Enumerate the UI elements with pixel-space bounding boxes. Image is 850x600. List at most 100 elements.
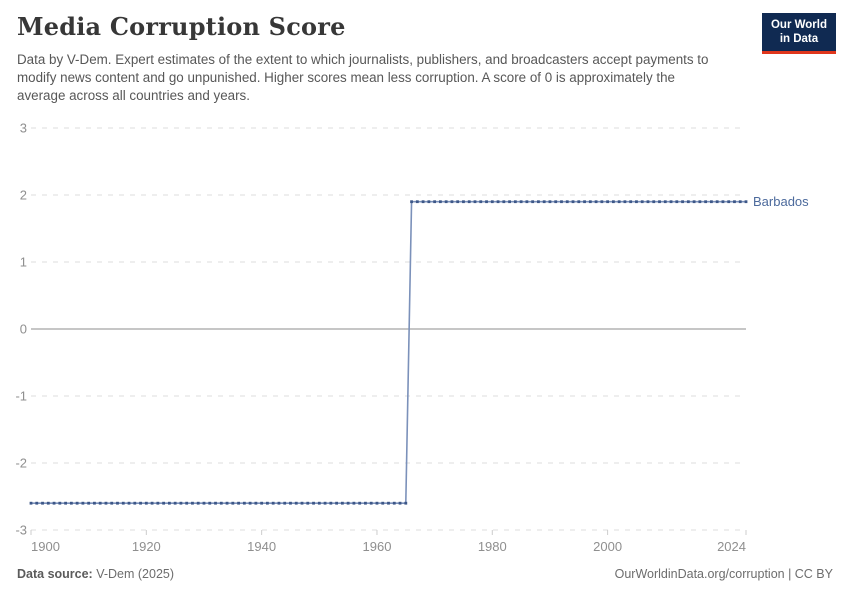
data-point-marker[interactable] (600, 200, 604, 204)
data-point-marker[interactable] (300, 501, 304, 505)
data-point-marker[interactable] (485, 200, 488, 204)
data-point-marker[interactable] (156, 501, 160, 505)
data-point-marker[interactable] (438, 200, 442, 204)
data-point-marker[interactable] (611, 200, 615, 204)
data-point-marker[interactable] (260, 501, 264, 505)
data-point-marker[interactable] (329, 501, 333, 505)
data-point-marker[interactable] (364, 501, 367, 505)
data-point-marker[interactable] (358, 501, 362, 505)
data-point-marker[interactable] (513, 200, 517, 204)
data-point-marker[interactable] (646, 200, 650, 204)
line-chart[interactable]: 3 2 1 0 -1 -2 -3 1900 1920 1940 1960 1980 2000 2024 Ba… (0, 0, 850, 560)
data-point-marker[interactable] (744, 200, 748, 204)
data-point-marker[interactable] (456, 200, 460, 204)
data-point-marker[interactable] (733, 200, 736, 204)
data-point-marker[interactable] (727, 200, 731, 204)
data-point-marker[interactable] (663, 200, 667, 204)
data-point-marker[interactable] (467, 200, 471, 204)
credit-link[interactable]: OurWorldinData.org/corruption | CC BY (614, 567, 833, 581)
data-point-marker[interactable] (617, 200, 621, 204)
data-point-marker[interactable] (710, 200, 713, 204)
data-point-marker[interactable] (323, 501, 327, 505)
data-point-marker[interactable] (686, 200, 690, 204)
data-point-marker[interactable] (387, 501, 390, 505)
data-point-marker[interactable] (738, 200, 742, 204)
data-point-marker[interactable] (531, 200, 535, 204)
data-point-marker[interactable] (317, 501, 321, 505)
data-point-marker[interactable] (588, 200, 592, 204)
data-point-marker[interactable] (271, 501, 275, 505)
data-point-marker[interactable] (185, 501, 189, 505)
data-point-marker[interactable] (41, 501, 44, 505)
data-point-marker[interactable] (81, 501, 85, 505)
data-point-marker[interactable] (214, 501, 217, 505)
data-point-marker[interactable] (277, 501, 281, 505)
data-point-marker[interactable] (35, 501, 39, 505)
data-point-marker[interactable] (289, 501, 292, 505)
data-point-marker[interactable] (502, 200, 506, 204)
data-point-marker[interactable] (381, 501, 385, 505)
data-point-marker[interactable] (623, 200, 627, 204)
data-point-marker[interactable] (548, 200, 552, 204)
data-point-marker[interactable] (46, 501, 50, 505)
data-point-marker[interactable] (369, 501, 373, 505)
data-point-marker[interactable] (427, 200, 431, 204)
entity-label[interactable]: Barbados (753, 194, 809, 209)
data-point-marker[interactable] (415, 200, 419, 204)
data-point-marker[interactable] (64, 501, 67, 505)
data-point-marker[interactable] (398, 501, 402, 505)
data-point-marker[interactable] (698, 200, 702, 204)
data-point-marker[interactable] (635, 200, 638, 204)
data-point-marker[interactable] (565, 200, 569, 204)
data-point-marker[interactable] (352, 501, 356, 505)
data-point-marker[interactable] (52, 501, 56, 505)
data-point-marker[interactable] (346, 501, 350, 505)
data-point-marker[interactable] (652, 200, 656, 204)
data-point-marker[interactable] (306, 501, 310, 505)
data-point-marker[interactable] (450, 200, 454, 204)
data-point-marker[interactable] (110, 501, 114, 505)
data-point-marker[interactable] (560, 200, 563, 204)
data-point-marker[interactable] (542, 200, 546, 204)
data-point-marker[interactable] (640, 200, 644, 204)
data-point-marker[interactable] (248, 501, 252, 505)
data-point-marker[interactable] (392, 501, 396, 505)
data-point-marker[interactable] (525, 200, 529, 204)
data-point-marker[interactable] (692, 200, 696, 204)
data-point-marker[interactable] (196, 501, 200, 505)
data-point-marker[interactable] (537, 200, 540, 204)
owid-logo[interactable]: Our World in Data (761, 13, 836, 54)
data-point-marker[interactable] (312, 501, 315, 505)
data-point-marker[interactable] (87, 501, 91, 505)
data-point-marker[interactable] (594, 200, 598, 204)
data-point-marker[interactable] (669, 200, 673, 204)
data-point-marker[interactable] (479, 200, 483, 204)
data-point-marker[interactable] (98, 501, 102, 505)
data-point-marker[interactable] (519, 200, 523, 204)
data-point-marker[interactable] (508, 200, 511, 204)
data-point-marker[interactable] (127, 501, 131, 505)
data-point-marker[interactable] (121, 501, 125, 505)
data-point-marker[interactable] (404, 501, 408, 505)
data-point-marker[interactable] (225, 501, 229, 505)
data-point-marker[interactable] (179, 501, 183, 505)
data-point-marker[interactable] (254, 501, 258, 505)
data-point-marker[interactable] (29, 501, 33, 505)
data-point-marker[interactable] (167, 501, 171, 505)
data-point-marker[interactable] (577, 200, 581, 204)
data-point-marker[interactable] (139, 501, 142, 505)
data-point-marker[interactable] (375, 501, 379, 505)
data-point-marker[interactable] (93, 501, 96, 505)
data-point-marker[interactable] (433, 200, 437, 204)
data-point-marker[interactable] (162, 501, 166, 505)
data-point-marker[interactable] (335, 501, 339, 505)
data-point-marker[interactable] (69, 501, 73, 505)
data-point-marker[interactable] (571, 200, 575, 204)
data-point-marker[interactable] (58, 501, 62, 505)
data-point-marker[interactable] (133, 501, 137, 505)
data-point-marker[interactable] (444, 200, 448, 204)
data-point-marker[interactable] (496, 200, 500, 204)
data-point-marker[interactable] (208, 501, 212, 505)
data-point-marker[interactable] (144, 501, 148, 505)
data-point-marker[interactable] (116, 501, 119, 505)
